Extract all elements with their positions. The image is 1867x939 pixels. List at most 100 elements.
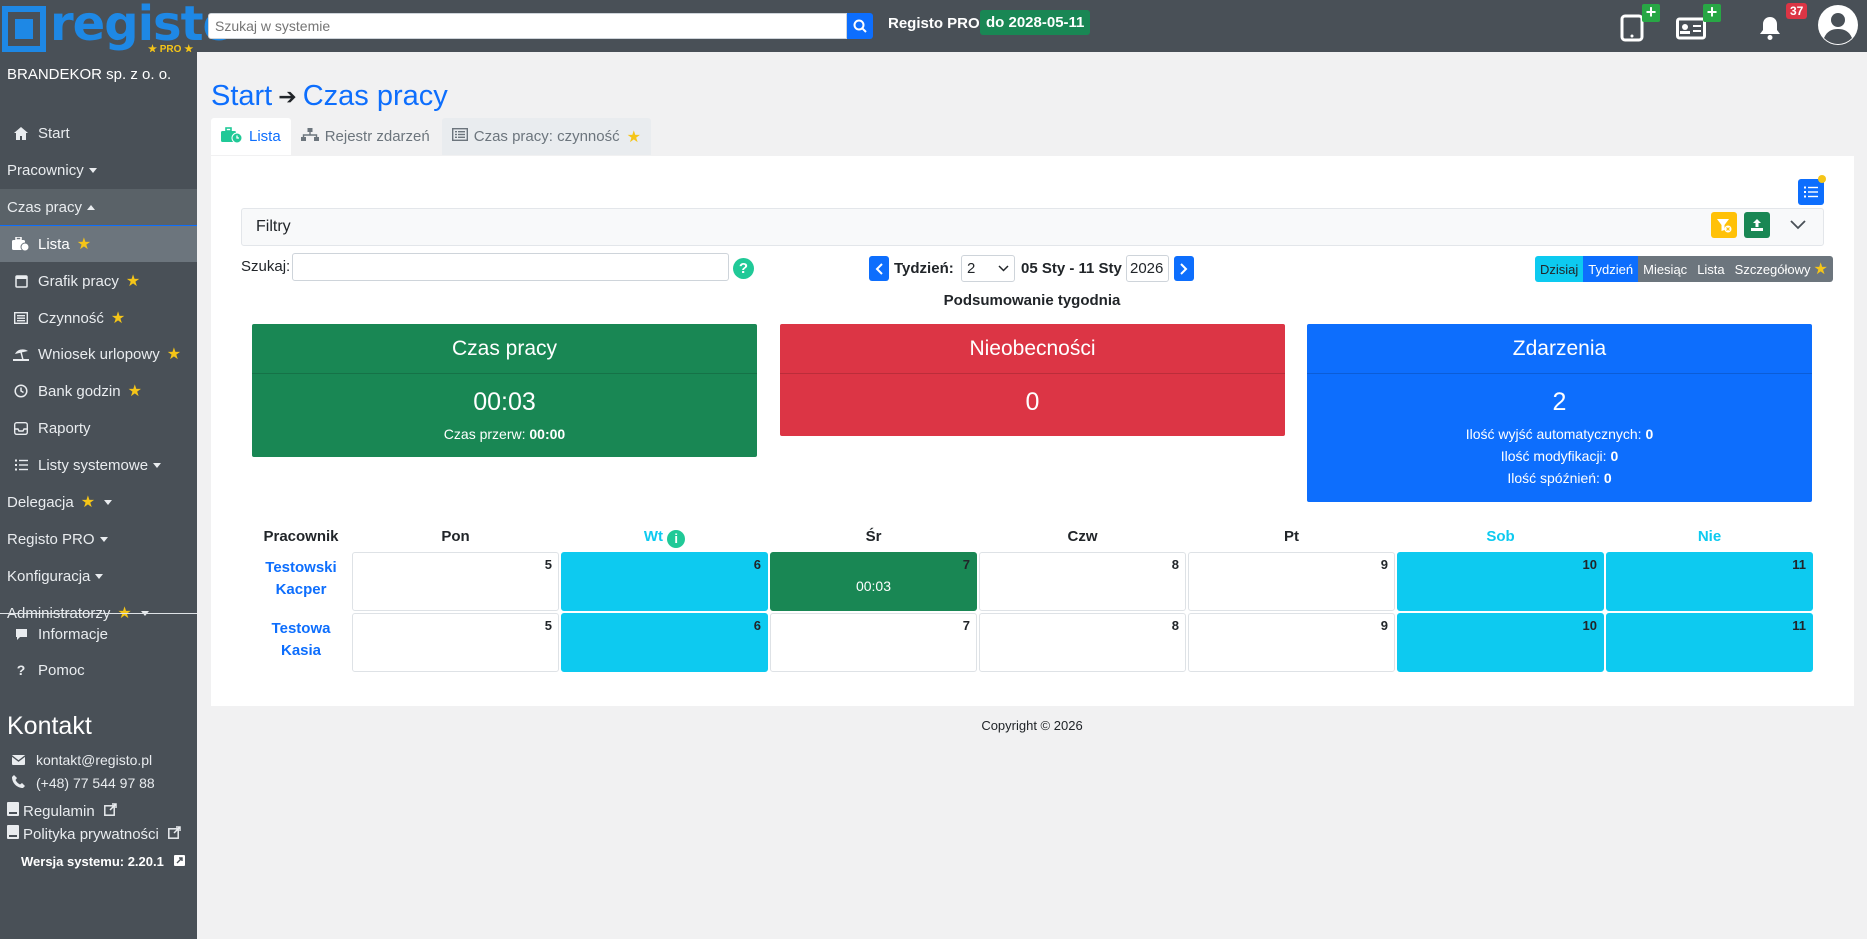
phone-icon <box>12 775 26 791</box>
day-number: 10 <box>1582 618 1597 633</box>
question-icon: ? <box>16 662 26 678</box>
star-icon: ★ <box>110 310 126 327</box>
global-search-button[interactable] <box>847 13 873 39</box>
calendar-cell[interactable]: 7 <box>770 613 977 672</box>
calendar-cell[interactable]: 10 <box>1397 613 1604 672</box>
sidebar-item-registo-pro[interactable]: Registo PRO <box>0 521 197 557</box>
sidebar-item-label: Grafik pracy <box>38 272 119 290</box>
upload-icon <box>1751 219 1763 231</box>
logo[interactable]: registo ★ PRO ★ <box>0 0 236 62</box>
sidebar-item-delegacja[interactable]: Delegacja ★ <box>0 484 197 520</box>
sidebar-item-start[interactable]: Start <box>0 115 197 151</box>
sidebar-item-lista[interactable]: Lista ★ <box>0 226 197 262</box>
polityka-text: Polityka prywatności <box>23 825 159 843</box>
add-device-button[interactable]: + <box>1620 3 1660 46</box>
search-label: Szukaj: <box>241 258 291 275</box>
table-header-day: Śr <box>865 528 882 545</box>
tab-rejestr[interactable]: Rejestr zdarzeń <box>291 118 440 155</box>
calendar-cell[interactable]: 11 <box>1606 552 1813 611</box>
prev-week-button[interactable] <box>869 256 889 281</box>
chevron-down-icon <box>998 265 1009 272</box>
employee-surname: Testowski <box>265 559 337 576</box>
view-detailed-label: Szczegółowy <box>1734 261 1811 277</box>
calendar-cell[interactable]: 8 <box>979 613 1186 672</box>
sidebar-item-informacje[interactable]: Informacje <box>0 616 197 652</box>
system-version[interactable]: Wersja systemu: 2.20.1 <box>21 854 185 869</box>
sidebar-item-czas-pracy[interactable]: Czas pracy <box>0 189 197 225</box>
user-menu-button[interactable] <box>1817 4 1859 50</box>
columns-list-button[interactable] <box>1798 179 1824 205</box>
contact-email[interactable]: kontakt@registo.pl <box>11 752 152 768</box>
global-search <box>208 13 873 39</box>
view-list-button[interactable]: Lista <box>1692 256 1730 282</box>
sidebar-item-pomoc[interactable]: ? Pomoc <box>0 652 197 688</box>
view-today-button[interactable]: Dzisiaj <box>1535 256 1584 282</box>
regulamin-link[interactable]: Regulamin <box>7 802 117 820</box>
summary-card-title: Nieobecności <box>780 324 1285 374</box>
external-link-icon <box>103 802 117 820</box>
info-icon[interactable]: i <box>667 530 686 548</box>
table-header-day: Pon <box>441 528 470 545</box>
sidebar-item-konfiguracja[interactable]: Konfiguracja <box>0 558 197 594</box>
add-card-button[interactable]: + <box>1676 3 1721 44</box>
global-search-input[interactable] <box>208 13 847 39</box>
day-number: 8 <box>1171 618 1179 633</box>
logo-text: registo <box>50 0 236 52</box>
notifications-button[interactable] <box>1758 15 1782 45</box>
breadcrumb-start[interactable]: Start <box>211 80 273 112</box>
sidebar-item-listy-systemowe[interactable]: Listy systemowe <box>0 447 197 483</box>
calendar-cell[interactable]: 9 <box>1188 613 1395 672</box>
calendar-cell[interactable]: 6 <box>561 613 768 672</box>
view-detailed-button[interactable]: Szczegółowy ★ <box>1729 256 1833 282</box>
calendar-cell[interactable]: 5 <box>352 552 559 611</box>
caret-down-icon <box>153 462 162 468</box>
view-week-button[interactable]: Tydzień <box>1583 256 1639 282</box>
tab-czynnosc[interactable]: Czas pracy: czynność ★ <box>441 118 651 155</box>
employee-search-input[interactable] <box>292 253 729 281</box>
year-input[interactable]: 2026 <box>1126 255 1169 282</box>
contact-phone[interactable]: (+48) 77 544 97 88 <box>12 775 155 791</box>
calendar-cell[interactable]: 11 <box>1606 613 1813 672</box>
break-label: Czas przerw: <box>443 426 526 442</box>
calendar-cell[interactable]: 6 <box>561 552 768 611</box>
star-icon: ★ <box>76 236 92 253</box>
table-header-day: Czw <box>1067 528 1098 545</box>
events-details: Ilość wyjść automatycznych: 0 Ilość mody… <box>1307 423 1812 489</box>
sidebar-item-label: Start <box>38 124 70 142</box>
modifications-value: 0 <box>1610 448 1619 464</box>
sidebar-item-pracownicy[interactable]: Pracownicy <box>0 152 197 188</box>
filter-clear-icon <box>1717 219 1732 233</box>
sidebar-item-wniosek[interactable]: Wniosek urlopowy ★ <box>0 336 197 372</box>
break-time: Czas przerw: 00:00 <box>252 423 757 445</box>
employee-name-link[interactable]: Testowski Kacper <box>255 557 347 601</box>
summary-card-value: 0 <box>1025 388 1040 416</box>
book-icon <box>7 825 19 843</box>
comment-icon <box>10 628 32 641</box>
calendar-cell[interactable]: 7 00:03 <box>770 552 977 611</box>
week-select[interactable]: 2 <box>961 255 1015 282</box>
clear-filters-button[interactable] <box>1711 212 1737 238</box>
help-icon[interactable]: ? <box>733 258 754 279</box>
calendar-cell[interactable]: 10 <box>1397 552 1604 611</box>
sidebar-item-bank[interactable]: Bank godzin ★ <box>0 373 197 409</box>
arrow-square-icon <box>173 854 185 869</box>
day-number: 5 <box>544 618 552 633</box>
export-button[interactable] <box>1744 212 1770 238</box>
briefcase-clock-icon <box>221 126 243 147</box>
view-month-button[interactable]: Miesiąc <box>1638 256 1693 282</box>
tab-lista[interactable]: Lista <box>211 118 291 155</box>
filters-panel[interactable] <box>241 208 1824 246</box>
polityka-link[interactable]: Polityka prywatności <box>7 825 181 843</box>
sidebar-item-czynnosc[interactable]: Czynność ★ <box>0 300 197 336</box>
star-icon: ★ <box>1813 261 1828 278</box>
next-week-button[interactable] <box>1174 256 1194 281</box>
calendar-cell[interactable]: 5 <box>352 613 559 672</box>
break-value: 00:00 <box>529 426 566 442</box>
sidebar-item-grafik[interactable]: Grafik pracy ★ <box>0 263 197 299</box>
day-number: 10 <box>1582 557 1597 572</box>
sidebar-item-raporty[interactable]: Raporty <box>0 410 197 446</box>
calendar-cell[interactable]: 9 <box>1188 552 1395 611</box>
calendar-cell[interactable]: 8 <box>979 552 1186 611</box>
expand-filters-button[interactable] <box>1785 212 1811 238</box>
employee-name-link[interactable]: Testowa Kasia <box>255 618 347 662</box>
